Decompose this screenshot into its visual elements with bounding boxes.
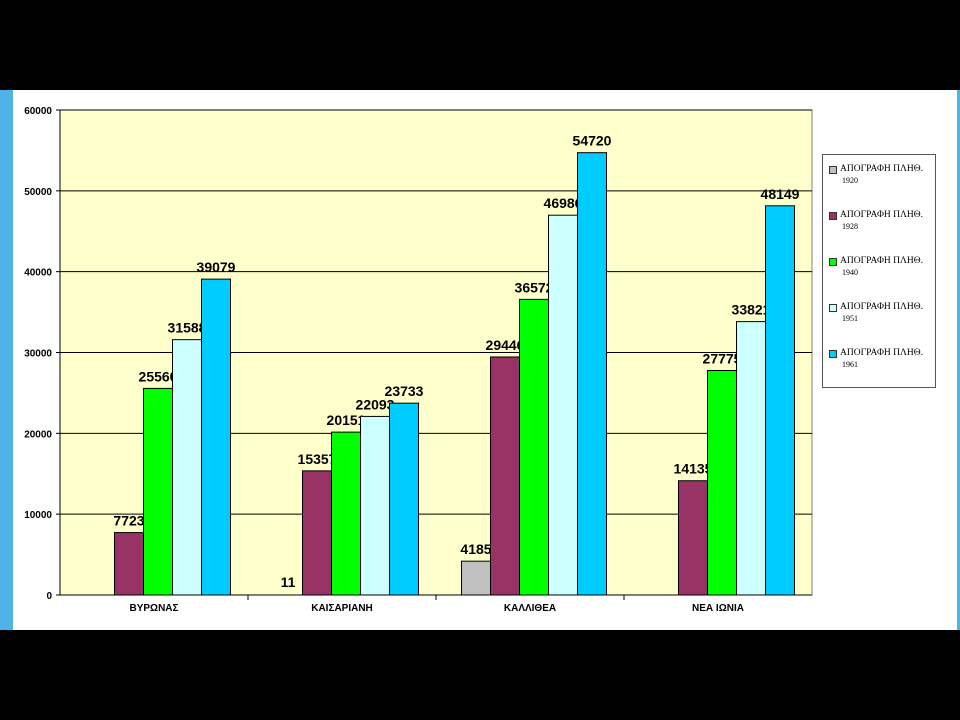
y-tick-label: 0 xyxy=(46,591,52,602)
bar xyxy=(461,560,491,596)
legend-label-line1: ΑΠΟΓΡΑΦΗ ΠΛΗΘ. xyxy=(840,302,923,312)
x-category-label: ΚΑΙΣΑΡΙΑΝΗ xyxy=(311,603,373,614)
data-label: 14135 xyxy=(674,461,713,477)
slide: 0 10000 20000 30000 40000 50000 60000 ΒΥΡΩΝΑΣ 77… xyxy=(0,90,960,630)
x-category-label: ΒΥΡΩΝΑΣ xyxy=(129,603,178,614)
bar xyxy=(519,298,549,596)
bar xyxy=(331,431,361,596)
bar xyxy=(736,321,766,596)
data-label: 54720 xyxy=(573,133,612,149)
x-category-label: ΚΑΛΛΙΘΕΑ xyxy=(504,603,556,614)
data-label: 31588 xyxy=(168,320,207,336)
bar xyxy=(765,205,795,596)
bar xyxy=(678,480,708,596)
legend-label: ΑΠΟΓΡΑΦΗ ΠΛΗΘ. 1940 xyxy=(840,255,923,279)
bar xyxy=(707,369,737,596)
left-accent-bar xyxy=(0,90,13,630)
legend-label-line1: ΑΠΟΓΡΑΦΗ ΠΛΗΘ. xyxy=(840,164,923,174)
bar xyxy=(201,278,231,596)
y-tick-label: 20000 xyxy=(24,429,52,440)
legend-label-line1: ΑΠΟΓΡΑΦΗ ΠΛΗΘ. xyxy=(840,348,923,358)
data-label: 23733 xyxy=(385,383,424,399)
right-accent-bar xyxy=(957,90,960,630)
legend-label: ΑΠΟΓΡΑΦΗ ΠΛΗΘ. 1961 xyxy=(840,347,923,371)
legend-swatch xyxy=(829,166,837,174)
y-tick-label: 60000 xyxy=(24,106,52,117)
bar-chart: 0 10000 20000 30000 40000 50000 60000 ΒΥΡΩΝΑΣ 77… xyxy=(24,106,813,614)
bar xyxy=(302,470,332,596)
data-label: 22093 xyxy=(356,396,395,412)
legend-label-line2: 1951 xyxy=(842,314,858,323)
legend-label-line2: 1920 xyxy=(842,176,858,185)
y-tick-label: 40000 xyxy=(24,268,52,279)
legend-label: ΑΠΟΓΡΑΦΗ ΠΛΗΘ. 1920 xyxy=(840,163,923,187)
legend-label-line2: 1940 xyxy=(842,268,858,277)
data-label: 25560 xyxy=(139,368,178,384)
bar xyxy=(143,387,173,596)
legend-swatch xyxy=(829,304,837,312)
legend-label-line2: 1961 xyxy=(842,360,858,369)
data-label: 46986 xyxy=(544,195,583,211)
data-label: 11 xyxy=(281,574,296,590)
legend-swatch xyxy=(829,258,837,266)
data-label: 7723 xyxy=(113,513,144,529)
bar xyxy=(389,402,419,596)
data-label: 29446 xyxy=(486,337,525,353)
data-label: 36572 xyxy=(515,279,554,295)
legend-label-line1: ΑΠΟΓΡΑΦΗ ΠΛΗΘ. xyxy=(840,256,923,266)
data-label: 15357 xyxy=(298,451,337,467)
bar xyxy=(490,356,520,596)
data-label: 20151 xyxy=(327,412,366,428)
data-label: 33821 xyxy=(732,302,771,318)
bar xyxy=(114,532,144,596)
y-tick-label: 50000 xyxy=(24,187,52,198)
legend-swatch xyxy=(829,212,837,220)
legend-label: ΑΠΟΓΡΑΦΗ ΠΛΗΘ. 1951 xyxy=(840,301,923,325)
chart-legend: ΑΠΟΓΡΑΦΗ ΠΛΗΘ. 1920 ΑΠΟΓΡΑΦΗ ΠΛΗΘ. 1928 ΑΠΟΓ… xyxy=(822,154,936,388)
legend-label: ΑΠΟΓΡΑΦΗ ΠΛΗΘ. 1928 xyxy=(840,209,923,233)
data-label: 39079 xyxy=(197,259,236,275)
bar xyxy=(172,339,202,596)
data-label: 48149 xyxy=(761,186,800,202)
bar xyxy=(548,214,578,596)
y-tick-label: 10000 xyxy=(24,510,52,521)
y-tick-label: 30000 xyxy=(24,349,52,360)
x-category-label: ΝΕΑ ΙΩΝΙΑ xyxy=(692,603,744,614)
bar xyxy=(360,415,390,596)
legend-swatch xyxy=(829,350,837,358)
bar xyxy=(577,152,607,596)
legend-label-line2: 1928 xyxy=(842,222,858,231)
data-label: 27775 xyxy=(703,350,742,366)
legend-label-line1: ΑΠΟΓΡΑΦΗ ΠΛΗΘ. xyxy=(840,210,923,220)
data-label: 4185 xyxy=(460,541,491,557)
